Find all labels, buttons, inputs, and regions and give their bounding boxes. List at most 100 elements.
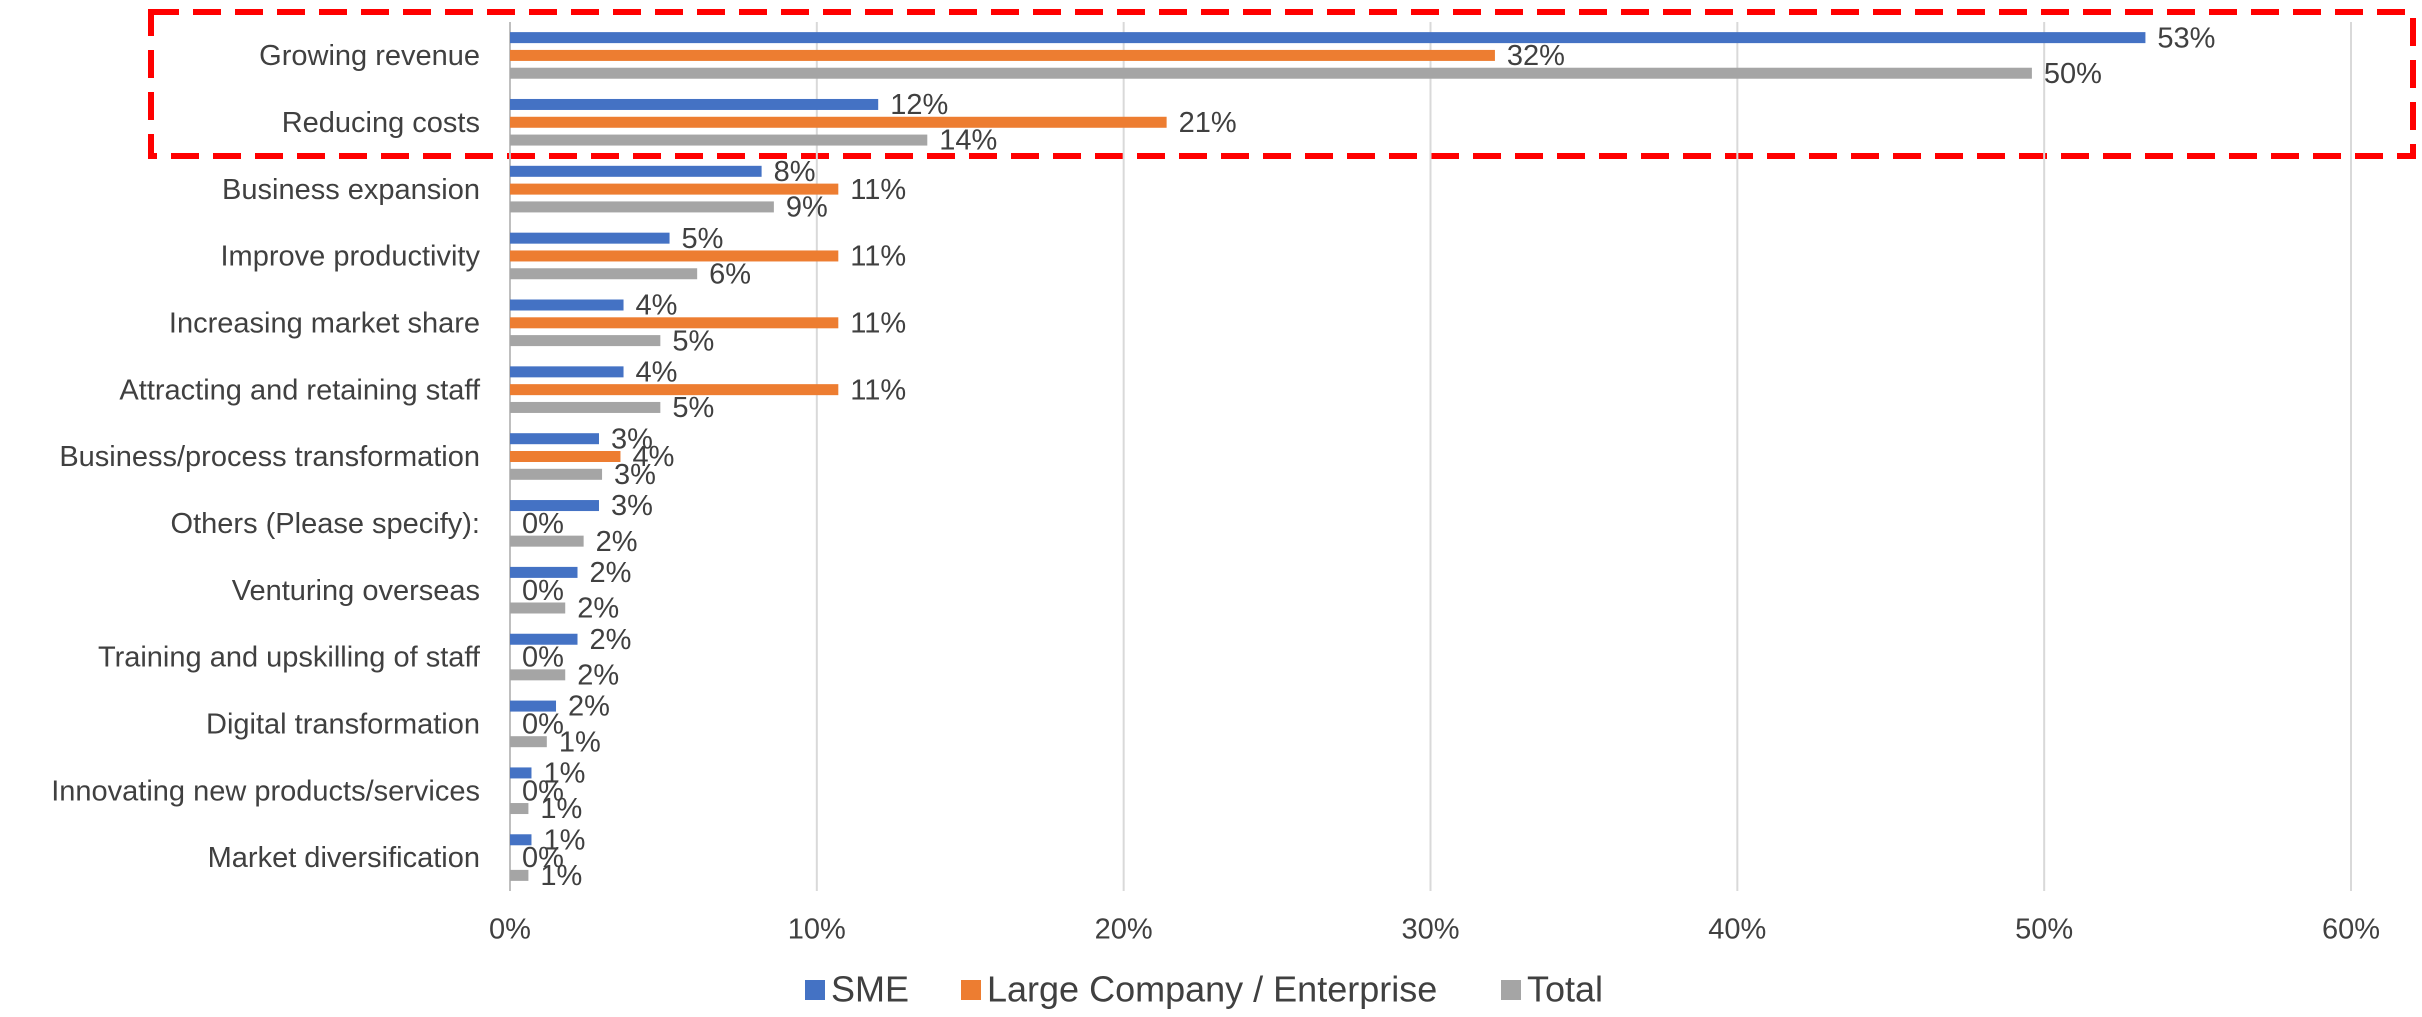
y-tick-label: Growing revenue	[259, 40, 480, 72]
data-label: 50%	[2044, 58, 2102, 90]
bar	[510, 834, 532, 846]
bar	[510, 116, 1167, 128]
x-tick-label: 0%	[489, 914, 531, 946]
bar	[510, 500, 599, 512]
data-label: 0%	[522, 575, 564, 607]
x-tick-label: 40%	[1708, 914, 1766, 946]
bar	[510, 602, 566, 614]
y-tick-label: Attracting and retaining staff	[119, 374, 481, 406]
y-tick-label: Reducing costs	[282, 107, 480, 139]
data-label: 4%	[636, 357, 678, 389]
data-label: 5%	[682, 223, 724, 255]
bar	[510, 134, 928, 146]
bar	[510, 268, 698, 280]
y-tick-label: Business expansion	[222, 174, 480, 206]
data-label: 5%	[672, 392, 714, 424]
data-label: 1%	[559, 726, 601, 758]
bar	[510, 700, 557, 712]
bar	[510, 232, 670, 244]
data-label: 14%	[939, 125, 997, 157]
data-label: 11%	[850, 307, 906, 339]
data-label: 0%	[522, 775, 564, 807]
data-label: 4%	[632, 441, 674, 473]
bar	[510, 67, 2032, 79]
bar	[510, 535, 584, 547]
y-tick-label: Innovating new products/services	[51, 775, 480, 807]
data-label: 1%	[543, 758, 585, 790]
data-label: 1%	[543, 824, 585, 856]
bar	[510, 468, 603, 480]
data-label: 12%	[890, 89, 948, 121]
x-tick-label: 60%	[2322, 914, 2380, 946]
legend-swatch	[1501, 980, 1521, 1000]
bar	[510, 566, 578, 578]
data-label: 1%	[540, 860, 582, 892]
y-tick-label: Business/process transformation	[59, 441, 480, 473]
y-tick-label: Market diversification	[208, 842, 480, 874]
data-label: 0%	[522, 508, 564, 540]
data-label: 0%	[522, 842, 564, 874]
data-label: 53%	[2157, 22, 2215, 54]
bar	[510, 633, 578, 645]
bar	[510, 669, 566, 681]
bar	[510, 299, 624, 311]
legend-swatch	[961, 980, 981, 1000]
bar	[510, 869, 529, 881]
data-label: 8%	[774, 156, 816, 188]
data-label: 11%	[850, 374, 906, 406]
legend-label: SME	[831, 969, 909, 1010]
bar	[510, 433, 599, 445]
bar	[510, 335, 661, 347]
data-label: 1%	[540, 793, 582, 825]
bar	[510, 183, 839, 195]
y-tick-label: Training and upskilling of staff	[98, 642, 481, 674]
data-label: 3%	[611, 490, 653, 522]
bar	[510, 736, 547, 748]
data-label: 5%	[672, 325, 714, 357]
y-tick-label: Venturing overseas	[232, 575, 480, 607]
bar	[510, 384, 839, 396]
x-tick-label: 20%	[1095, 914, 1153, 946]
bar	[510, 165, 762, 177]
data-label: 11%	[850, 174, 906, 206]
data-label: 9%	[786, 192, 828, 224]
y-tick-label: Others (Please specify):	[171, 508, 480, 540]
data-label: 2%	[577, 659, 619, 691]
bar	[510, 451, 621, 462]
data-label: 11%	[850, 241, 906, 273]
bar	[510, 767, 532, 779]
data-label: 0%	[522, 709, 564, 741]
y-tick-label: Improve productivity	[221, 241, 481, 273]
data-label: 21%	[1179, 107, 1237, 139]
data-label: 2%	[590, 557, 632, 589]
legend-swatch	[805, 980, 825, 1000]
bar	[510, 250, 839, 262]
data-label: 2%	[568, 691, 610, 723]
data-label: 32%	[1507, 40, 1565, 72]
x-tick-label: 10%	[788, 914, 846, 946]
x-tick-label: 30%	[1401, 914, 1459, 946]
bar	[510, 49, 1495, 61]
legend-label: Large Company / Enterprise	[987, 969, 1437, 1010]
bar	[510, 803, 529, 815]
x-tick-label: 50%	[2015, 914, 2073, 946]
data-label: 4%	[636, 290, 678, 322]
bar	[510, 98, 879, 110]
data-label: 3%	[611, 423, 653, 455]
bar	[510, 32, 2146, 44]
data-label: 6%	[709, 258, 751, 290]
y-tick-label: Increasing market share	[169, 307, 480, 339]
data-label: 2%	[577, 593, 619, 625]
highlight-box	[148, 9, 2416, 159]
data-label: 2%	[590, 624, 632, 656]
data-label: 3%	[614, 459, 656, 491]
bar	[510, 401, 661, 413]
legend-label: Total	[1527, 969, 1603, 1010]
data-label: 2%	[596, 526, 638, 558]
bar	[510, 366, 624, 378]
bar	[510, 317, 839, 329]
data-label: 0%	[522, 642, 564, 674]
bar	[510, 201, 774, 213]
y-tick-label: Digital transformation	[206, 709, 480, 741]
